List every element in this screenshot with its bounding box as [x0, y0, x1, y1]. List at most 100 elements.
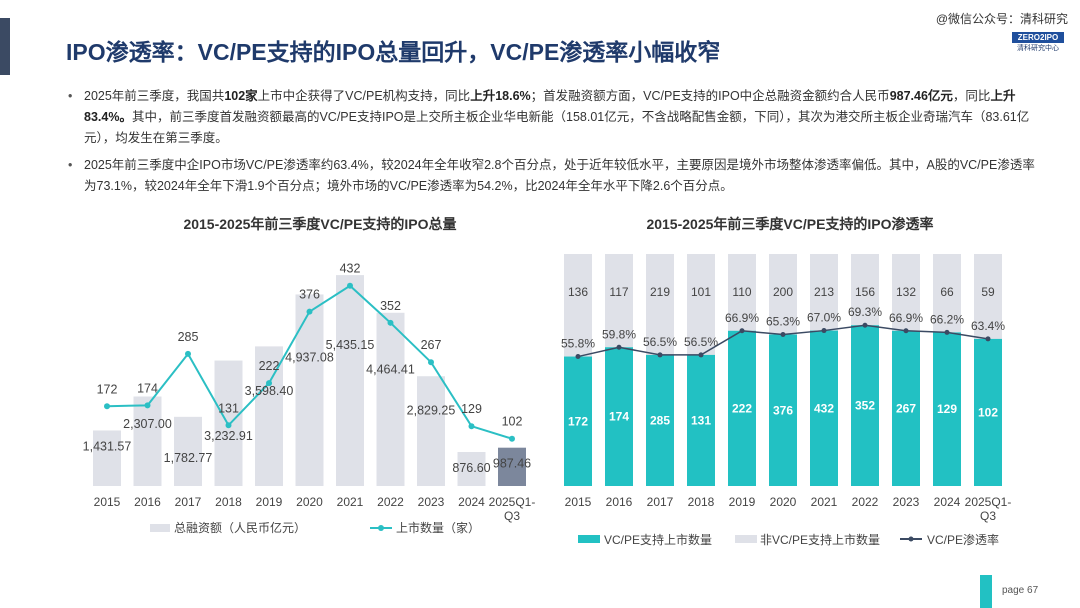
ipo-count-point	[347, 282, 353, 289]
rate-point	[780, 332, 786, 338]
non-vcpe-label: 117	[609, 285, 628, 299]
bullet-1: 2025年前三季度，我国共102家上市中企获得了VC/PE机构支持，同比上升18…	[66, 86, 1036, 149]
right-chart-title: 2015-2025年前三季度VC/PE支持的IPO渗透率	[646, 216, 934, 232]
vcpe-label: 131	[691, 413, 711, 427]
x-tick-label: 2016	[606, 495, 633, 509]
vcpe-bar	[646, 354, 674, 486]
vcpe-bar	[728, 330, 756, 486]
page-title: IPO渗透率：VC/PE支持的IPO总量回升，VC/PE渗透率小幅收窄	[66, 39, 721, 65]
legend-label-rate: VC/PE渗透率	[927, 532, 999, 547]
x-tick-label: 2015	[565, 495, 592, 509]
x-tick-label: 2017	[175, 495, 202, 509]
ipo-count-point	[144, 402, 151, 409]
x-tick-label: 2021	[811, 495, 838, 509]
vcpe-bar	[605, 347, 633, 486]
rate-point	[616, 344, 622, 350]
ipo-count-label: 432	[340, 262, 361, 276]
vcpe-bar	[687, 354, 715, 486]
vcpe-bar	[974, 338, 1002, 486]
non-vcpe-label: 132	[896, 285, 916, 299]
funding-bar	[133, 396, 162, 486]
ipo-count-point	[468, 423, 475, 430]
rate-point	[575, 354, 581, 360]
ipo-count-label: 222	[259, 359, 280, 373]
vcpe-label: 352	[855, 399, 875, 413]
ipo-count-label: 102	[502, 415, 523, 429]
legend-swatch-vcpe	[578, 535, 600, 543]
vcpe-bar	[933, 332, 961, 486]
rate-label: 67.0%	[807, 311, 841, 325]
ipo-count-label: 131	[218, 401, 239, 415]
zero2ipo-logo: ZERO2IPO 清科研究中心	[1012, 32, 1064, 53]
legend-swatch-funding	[150, 524, 170, 532]
rate-label: 55.8%	[561, 337, 595, 351]
rate-label: 59.8%	[602, 327, 636, 341]
funding-label: 2,307.00	[123, 417, 172, 431]
x-tick-label: 2022	[377, 495, 404, 509]
vcpe-bar	[810, 330, 838, 486]
x-tick-label: 2019	[256, 495, 283, 509]
bullet-2: 2025年前三季度中企IPO市场VC/PE渗透率约63.4%，较2024年全年收…	[66, 155, 1036, 197]
non-vcpe-label: 59	[981, 285, 995, 299]
legend-label-vcpe: VC/PE支持上市数量	[604, 532, 712, 547]
rate-label: 56.5%	[684, 335, 718, 349]
left-chart-title: 2015-2025年前三季度VC/PE支持的IPO总量	[183, 216, 457, 232]
footer-accent	[980, 575, 992, 608]
funding-bar	[498, 447, 526, 486]
vcpe-label: 285	[650, 413, 670, 427]
x-tick-label: 2018	[215, 495, 242, 509]
x-tick-label: 2020	[296, 495, 323, 509]
ipo-count-point	[509, 435, 515, 442]
funding-label: 876.60	[452, 461, 490, 475]
vcpe-bar	[892, 330, 920, 486]
x-tick-label: 2021	[337, 495, 364, 509]
legend-swatch-non-vcpe	[735, 535, 757, 543]
rate-point	[862, 322, 868, 328]
rate-point	[698, 352, 704, 358]
funding-label: 4,937.08	[285, 350, 334, 364]
funding-label: 987.46	[493, 457, 531, 471]
non-vcpe-label: 110	[732, 285, 751, 299]
rate-point	[657, 352, 663, 358]
funding-label: 1,431.57	[83, 439, 132, 453]
vcpe-label: 172	[568, 414, 588, 428]
funding-bar	[457, 451, 486, 486]
x-tick-label: Q3	[980, 509, 996, 523]
vcpe-label: 432	[814, 401, 834, 415]
rate-point	[739, 328, 745, 334]
funding-bar	[417, 376, 445, 486]
ipo-count-label: 174	[137, 381, 158, 395]
non-vcpe-label: 66	[940, 285, 954, 299]
x-tick-label: 2024	[458, 495, 485, 509]
rate-label: 69.3%	[848, 305, 882, 319]
rate-label: 63.4%	[971, 319, 1005, 333]
x-tick-label: 2023	[418, 495, 445, 509]
ipo-count-point	[428, 359, 434, 366]
funding-label: 3,598.40	[245, 384, 294, 398]
ipo-count-point	[185, 350, 191, 357]
rate-label: 66.2%	[930, 312, 964, 326]
non-vcpe-label: 200	[773, 285, 793, 299]
ipo-count-label: 352	[380, 299, 401, 313]
legend-label-non-vcpe: 非VC/PE支持上市数量	[760, 532, 880, 547]
page-number: page 67	[1002, 585, 1039, 596]
x-tick-label: Q3	[504, 509, 520, 523]
rate-point	[821, 328, 827, 334]
x-tick-label: 2019	[729, 495, 756, 509]
rate-label: 66.9%	[889, 311, 923, 325]
ipo-count-point	[387, 319, 394, 326]
x-tick-label: 2020	[770, 495, 797, 509]
ipo-count-point	[104, 403, 110, 410]
ipo-count-point	[266, 380, 272, 387]
funding-label: 5,435.15	[326, 338, 375, 352]
vcpe-label: 222	[732, 401, 752, 415]
ipo-count-label: 129	[461, 402, 482, 416]
summary-bullets: 2025年前三季度，我国共102家上市中企获得了VC/PE机构支持，同比上升18…	[66, 86, 1036, 203]
x-tick-label: 2024	[934, 495, 961, 509]
non-vcpe-label: 156	[855, 285, 875, 299]
funding-label: 3,232.91	[204, 429, 253, 443]
legend-label-count: 上市数量（家）	[396, 520, 480, 535]
rate-label: 56.5%	[643, 335, 677, 349]
funding-label: 2,829.25	[407, 404, 456, 418]
rate-point	[985, 336, 991, 342]
